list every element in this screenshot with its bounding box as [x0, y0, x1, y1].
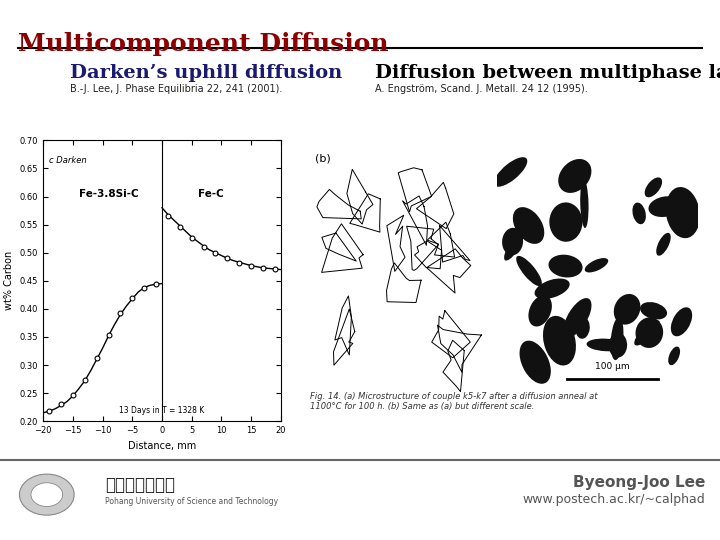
- Ellipse shape: [666, 187, 700, 238]
- Ellipse shape: [640, 302, 667, 320]
- Ellipse shape: [634, 320, 660, 346]
- Text: Fig. 14. (a) Microstructure of couple k5-k7 after a diffusion anneal at
1100°C f: Fig. 14. (a) Microstructure of couple k5…: [310, 392, 598, 411]
- Ellipse shape: [671, 307, 692, 336]
- Text: (b): (b): [315, 153, 331, 163]
- Text: www.postech.ac.kr/~calphad: www.postech.ac.kr/~calphad: [522, 494, 705, 507]
- Ellipse shape: [585, 258, 608, 273]
- Ellipse shape: [580, 179, 588, 228]
- Text: A. Engström, Scand. J. Metall. 24 12 (1995).: A. Engström, Scand. J. Metall. 24 12 (19…: [375, 84, 588, 94]
- Text: Fe-3.8Si-C: Fe-3.8Si-C: [78, 188, 138, 199]
- Ellipse shape: [513, 207, 544, 244]
- Text: Darken’s uphill diffusion: Darken’s uphill diffusion: [70, 64, 342, 82]
- Ellipse shape: [611, 318, 624, 360]
- Y-axis label: wt% Carbon: wt% Carbon: [4, 251, 14, 310]
- Text: c Darken: c Darken: [49, 156, 87, 165]
- Ellipse shape: [649, 196, 682, 217]
- Ellipse shape: [563, 298, 592, 338]
- Text: B.-J. Lee, J. Phase Equilibria 22, 241 (2001).: B.-J. Lee, J. Phase Equilibria 22, 241 (…: [70, 84, 282, 94]
- Ellipse shape: [644, 178, 662, 197]
- Ellipse shape: [516, 256, 542, 286]
- Ellipse shape: [632, 202, 646, 224]
- Ellipse shape: [520, 341, 551, 384]
- Ellipse shape: [587, 339, 624, 351]
- Ellipse shape: [549, 255, 582, 278]
- Ellipse shape: [502, 228, 523, 255]
- Ellipse shape: [504, 234, 523, 261]
- Ellipse shape: [528, 295, 552, 327]
- Ellipse shape: [613, 294, 640, 325]
- Ellipse shape: [668, 347, 680, 365]
- Ellipse shape: [656, 233, 671, 256]
- Ellipse shape: [494, 157, 527, 187]
- Ellipse shape: [636, 318, 663, 348]
- Text: Multicomponent Diffusion: Multicomponent Diffusion: [18, 32, 389, 56]
- X-axis label: Distance, mm: Distance, mm: [128, 441, 196, 450]
- Ellipse shape: [534, 279, 570, 299]
- Ellipse shape: [543, 316, 576, 366]
- Text: 100 μm: 100 μm: [595, 362, 630, 372]
- Ellipse shape: [549, 202, 582, 242]
- Text: Pohang University of Science and Technology: Pohang University of Science and Technol…: [105, 497, 278, 507]
- Ellipse shape: [575, 317, 590, 339]
- Ellipse shape: [608, 333, 627, 357]
- Text: Byeong-Joo Lee: Byeong-Joo Lee: [572, 475, 705, 489]
- Text: Fe-C: Fe-C: [197, 188, 223, 199]
- Text: Diffusion between multiphase layers: Diffusion between multiphase layers: [375, 64, 720, 82]
- Text: 포항공과대학교: 포항공과대학교: [105, 476, 175, 494]
- Text: 13 Days in T = 1328 K: 13 Days in T = 1328 K: [120, 406, 204, 415]
- Ellipse shape: [558, 159, 591, 193]
